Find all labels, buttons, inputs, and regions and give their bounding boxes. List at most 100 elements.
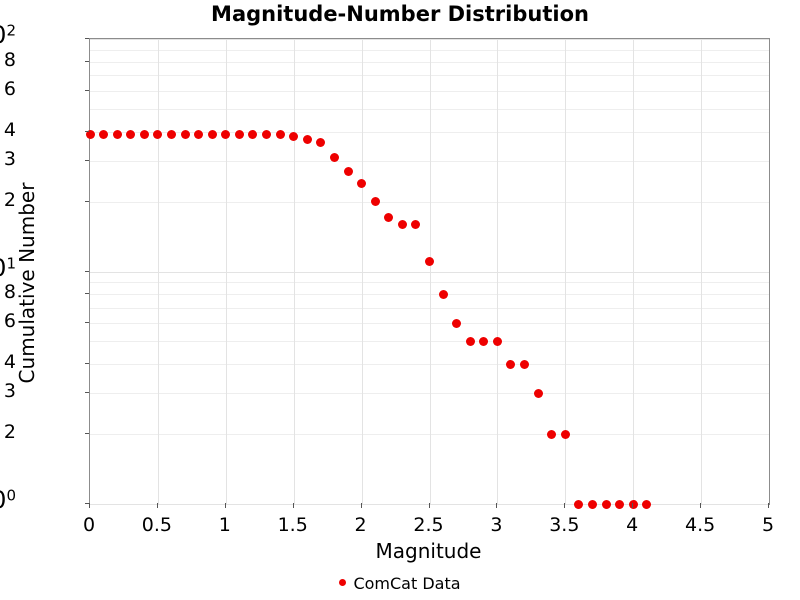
y-tick-mark <box>85 271 89 272</box>
gridline-horizontal-minor <box>90 161 769 162</box>
y-tick-mark <box>85 322 89 323</box>
data-point <box>438 289 448 299</box>
data-point <box>370 197 380 206</box>
y-tick-mark <box>85 61 89 62</box>
data-point <box>547 429 557 439</box>
gridline-vertical <box>497 39 498 504</box>
y-tick-exponent: 0 <box>6 486 16 505</box>
gridline-horizontal-minor <box>90 109 769 110</box>
data-point <box>357 178 367 188</box>
y-tick-label: 8 <box>3 48 16 71</box>
x-tick-mark <box>293 503 294 508</box>
x-tick-label: 5 <box>761 514 775 536</box>
data-point <box>180 129 190 139</box>
gridline-vertical <box>701 39 702 504</box>
gridline-horizontal-minor <box>90 282 769 283</box>
data-point <box>289 132 299 142</box>
x-tick-label: 0.5 <box>141 514 172 536</box>
x-tick-mark <box>700 503 701 508</box>
data-point <box>520 359 530 369</box>
data-point <box>397 219 407 229</box>
data-point <box>99 129 109 139</box>
gridline-horizontal-minor <box>90 62 769 63</box>
gridline-vertical <box>226 39 227 504</box>
gridline-horizontal-major <box>90 39 769 40</box>
data-point <box>465 336 475 346</box>
gridline-horizontal-major <box>90 272 769 273</box>
data-point <box>452 318 462 328</box>
data-point <box>221 129 231 139</box>
x-tick-mark <box>225 503 226 508</box>
x-tick-label: 3 <box>490 514 503 536</box>
data-point <box>139 129 149 139</box>
data-point <box>533 388 543 398</box>
y-tick-label: 6 <box>3 310 16 333</box>
data-point <box>126 129 136 139</box>
gridline-horizontal-minor <box>90 294 769 295</box>
y-tick-label: 102 <box>0 23 16 47</box>
data-point <box>560 429 570 439</box>
data-point <box>329 152 339 162</box>
x-tick-label: 1 <box>218 514 231 536</box>
y-tick-mark <box>85 201 89 202</box>
gridline-horizontal-minor <box>90 341 769 342</box>
y-tick-mark <box>85 90 89 91</box>
y-tick-mark <box>85 131 89 132</box>
data-point <box>587 499 597 509</box>
x-tick-mark <box>89 503 90 508</box>
x-tick-label: 4.5 <box>684 514 716 536</box>
gridline-horizontal-minor <box>90 434 769 435</box>
data-point <box>411 219 421 229</box>
data-point <box>615 499 625 509</box>
y-tick-label: 4 <box>3 118 16 141</box>
x-tick-label: 4 <box>626 514 639 536</box>
data-point <box>194 129 204 139</box>
y-tick-label: 6 <box>3 77 16 100</box>
y-tick-mark <box>85 503 89 504</box>
y-tick-exponent: 1 <box>6 254 16 273</box>
x-tick-mark <box>496 503 497 508</box>
gridline-horizontal-minor <box>90 364 769 365</box>
gridline-vertical <box>294 39 295 504</box>
data-point <box>492 336 502 346</box>
plot-area <box>85 38 770 509</box>
y-tick-mark <box>85 392 89 393</box>
gridline-horizontal-minor <box>90 132 769 133</box>
x-tick-mark <box>564 503 565 508</box>
legend-entry-comcat: ComCat Data <box>339 573 461 593</box>
gridline-horizontal-minor <box>90 393 769 394</box>
y-tick-mark <box>85 363 89 364</box>
x-tick-mark <box>361 503 362 508</box>
legend-marker-icon <box>339 578 347 586</box>
x-tick-mark <box>157 503 158 508</box>
y-tick-label: 3 <box>3 147 16 170</box>
data-point <box>506 359 516 369</box>
y-tick-label: 2 <box>3 421 16 443</box>
x-tick-label: 2 <box>354 514 367 536</box>
gridline-vertical <box>430 39 431 504</box>
data-point <box>207 129 217 139</box>
legend-label: ComCat Data <box>353 573 461 593</box>
data-point <box>628 499 638 509</box>
y-tick-label: 100 <box>0 488 16 512</box>
y-tick-mark <box>85 293 89 294</box>
data-point <box>112 129 122 139</box>
chart-legend: ComCat Data <box>0 572 800 593</box>
gridline-vertical <box>158 39 159 504</box>
x-tick-label: 0 <box>82 514 96 536</box>
data-point <box>275 129 285 139</box>
y-tick-label: 101 <box>0 256 16 280</box>
y-tick-mark <box>85 160 89 161</box>
y-tick-mark <box>85 433 89 434</box>
data-point <box>343 166 353 176</box>
data-point <box>642 499 652 509</box>
data-point <box>166 129 176 139</box>
data-point <box>425 257 434 267</box>
gridline-vertical <box>633 39 634 504</box>
x-tick-label: 3.5 <box>549 514 580 536</box>
x-tick-mark <box>768 503 769 508</box>
y-tick-mantissa: 10 <box>0 254 6 282</box>
gridline-horizontal-minor <box>90 323 769 324</box>
data-point <box>574 499 584 509</box>
